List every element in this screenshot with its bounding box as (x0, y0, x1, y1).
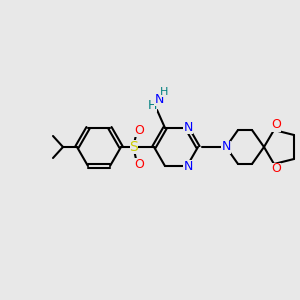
Text: H: H (160, 87, 168, 97)
Text: N: N (221, 140, 231, 154)
Text: O: O (134, 124, 144, 136)
Text: N: N (154, 93, 164, 106)
Text: N: N (183, 122, 193, 134)
Text: O: O (134, 158, 144, 170)
Text: O: O (271, 118, 281, 131)
Text: O: O (271, 163, 281, 176)
Text: N: N (183, 160, 193, 172)
Text: H: H (147, 99, 157, 112)
Text: S: S (130, 140, 138, 154)
